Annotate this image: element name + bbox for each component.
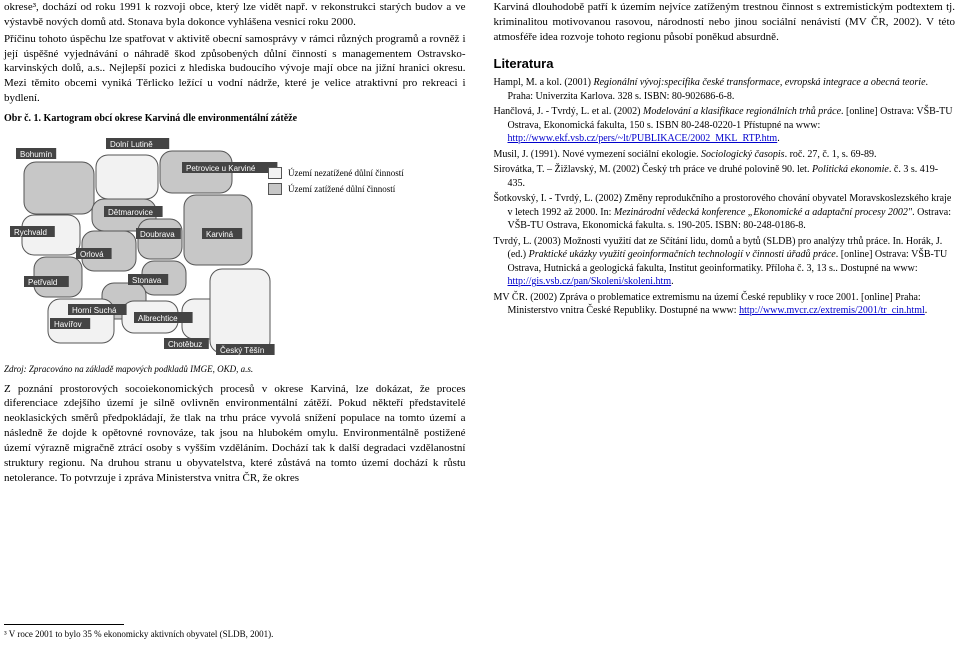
- reference-item: Hančlová, J. - Tvrdý, L. et al. (2002) M…: [494, 105, 956, 146]
- two-column-layout: okrese³, dochází od roku 1991 k rozvoji …: [0, 0, 959, 487]
- reference-item: Šotkovský, I. - Tvrdý, L. (2002) Změny r…: [494, 192, 956, 233]
- reference-link[interactable]: http://www.ekf.vsb.cz/pers/~lt/PUBLIKACE…: [508, 133, 778, 144]
- map-label-text: Petrovice u Karviné: [186, 164, 256, 173]
- left-para-2: Příčinu tohoto úspěchu lze spatřovat v a…: [4, 32, 466, 106]
- map-label-text: Doubrava: [140, 230, 175, 239]
- left-para-3: Z poznání prostorových socoiekonomických…: [4, 382, 466, 486]
- legend-swatch: [268, 167, 282, 179]
- map-region: [210, 269, 270, 353]
- map-label-text: Dětmarovice: [108, 208, 153, 217]
- footnote-text: ³ V roce 2001 to bylo 35 % ekonomicky ak…: [4, 628, 955, 640]
- map-figure: Bohumín Dolní Lutině Petrovice u Karviné Dě…: [4, 127, 424, 357]
- legend-row: Území nezatížené důlní činností: [268, 167, 418, 179]
- map-label-text: Petřvald: [28, 278, 57, 287]
- map-label-text: Chotěbuz: [168, 340, 202, 349]
- reference-item: MV ČR. (2002) Zpráva o problematice extr…: [494, 291, 956, 318]
- map-region: [24, 162, 94, 214]
- map-label-text: Karviná: [206, 230, 234, 239]
- footnote-area: ³ V roce 2001 to bylo 35 % ekonomicky ak…: [4, 624, 955, 640]
- reference-link[interactable]: http://gis.vsb.cz/pan/Skoleni/skoleni.ht…: [508, 276, 672, 287]
- footnote-rule: [4, 624, 124, 625]
- map-label-text: Bohumín: [20, 150, 52, 159]
- right-column: Karviná dlouhodobě patří k územím nejvíc…: [494, 0, 956, 487]
- reference-item: Sirovátka, T. – Žižlavský, M. (2002) Čes…: [494, 163, 956, 190]
- map-label-text: Český Těšín: [220, 346, 264, 355]
- legend-label: Území nezatížené důlní činností: [288, 167, 404, 179]
- reference-item: Musil, J. (1991). Nové vymezení sociální…: [494, 148, 956, 162]
- left-para-1: okrese³, dochází od roku 1991 k rozvoji …: [4, 0, 466, 30]
- literature-heading: Literatura: [494, 55, 956, 73]
- left-column: okrese³, dochází od roku 1991 k rozvoji …: [4, 0, 466, 487]
- figure-source: Zdroj: Zpracováno na základě mapových po…: [4, 363, 466, 375]
- figure-caption: Obr č. 1. Kartogram obcí okrese Karviná …: [4, 112, 466, 126]
- map-svg: Bohumín Dolní Lutině Petrovice u Karviné Dě…: [4, 127, 424, 357]
- reference-item: Tvrdý, L. (2003) Možnosti využití dat ze…: [494, 235, 956, 289]
- legend-label: Území zatížené důlní činností: [288, 183, 395, 195]
- map-label-text: Stonava: [132, 276, 162, 285]
- map-region: [96, 155, 158, 199]
- legend-swatch: [268, 183, 282, 195]
- legend-row: Území zatížené důlní činností: [268, 183, 418, 195]
- references-list: Hampl, M. a kol. (2001) Regionální vývoj…: [494, 76, 956, 318]
- map-label-text: Orlová: [80, 250, 104, 259]
- map-label-text: Havířov: [54, 320, 82, 329]
- map-label-text: Albrechtice: [138, 314, 178, 323]
- reference-item: Hampl, M. a kol. (2001) Regionální vývoj…: [494, 76, 956, 103]
- right-para-1: Karviná dlouhodobě patří k územím nejvíc…: [494, 0, 956, 45]
- map-label-text: Dolní Lutině: [110, 140, 153, 149]
- reference-link[interactable]: http://www.mvcr.cz/extremis/2001/tr_cin.…: [739, 305, 925, 316]
- map-label-text: Horní Suchá: [72, 306, 117, 315]
- map-legend: Území nezatížené důlní činností Území zat…: [268, 167, 418, 197]
- map-label-text: Rychvald: [14, 228, 47, 237]
